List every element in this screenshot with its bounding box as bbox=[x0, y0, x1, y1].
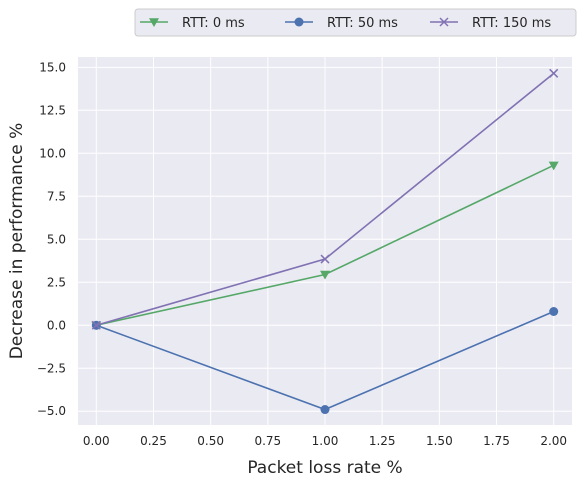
x-tick-label: 0.50 bbox=[197, 434, 224, 448]
y-tick-label: −2.5 bbox=[37, 361, 66, 375]
x-tick-label: 1.25 bbox=[369, 434, 396, 448]
x-tick-label: 0.25 bbox=[140, 434, 167, 448]
data-point bbox=[320, 405, 330, 415]
x-axis-label: Packet loss rate % bbox=[247, 458, 402, 478]
data-point bbox=[548, 161, 559, 171]
y-tick-label: 15.0 bbox=[39, 60, 66, 74]
y-tick-label: 2.5 bbox=[47, 275, 66, 289]
legend-label: RTT: 0 ms bbox=[182, 16, 245, 31]
y-tick-label: 0.0 bbox=[47, 318, 66, 332]
legend-marker bbox=[149, 18, 159, 27]
x-tick-label: 0.00 bbox=[83, 434, 110, 448]
y-tick-labels: −5.0 −2.5 0.0 2.5 5.0 7.5 10.0 12.5 15.0 bbox=[37, 60, 66, 418]
legend-item: RTT: 50 ms bbox=[285, 16, 398, 31]
x-tick-label: 1.75 bbox=[483, 434, 510, 448]
y-tick-label: 10.0 bbox=[39, 146, 66, 160]
legend-marker bbox=[439, 17, 449, 27]
legend: RTT: 0 ms RTT: 50 ms RTT: 150 ms bbox=[134, 8, 577, 37]
legend-marker bbox=[294, 17, 304, 27]
y-tick-label: −5.0 bbox=[37, 404, 66, 418]
x-tick-label: 1.50 bbox=[426, 434, 453, 448]
x-tick-label: 0.75 bbox=[254, 434, 281, 448]
data-point bbox=[320, 254, 330, 264]
legend-label: RTT: 50 ms bbox=[327, 16, 398, 31]
series-layer bbox=[91, 68, 559, 415]
x-tick-labels: 0.00 0.25 0.50 0.75 1.00 1.25 1.50 1.75 2.00 bbox=[83, 434, 567, 448]
series-3 bbox=[91, 68, 559, 330]
data-point bbox=[549, 68, 559, 78]
legend-label: RTT: 150 ms bbox=[472, 16, 551, 31]
y-tick-label: 12.5 bbox=[39, 103, 66, 117]
y-axis-label: Decrease in performance % bbox=[7, 123, 27, 359]
y-tick-label: 5.0 bbox=[47, 232, 66, 246]
x-tick-label: 2.00 bbox=[540, 434, 567, 448]
y-tick-label: 7.5 bbox=[47, 189, 66, 203]
x-tick-label: 1.00 bbox=[312, 434, 339, 448]
data-point bbox=[549, 307, 559, 317]
data-point bbox=[320, 270, 330, 280]
legend-item: RTT: 0 ms bbox=[140, 16, 245, 31]
data-point bbox=[91, 320, 101, 330]
legend-item: RTT: 150 ms bbox=[430, 16, 551, 31]
legend-box bbox=[134, 8, 577, 37]
